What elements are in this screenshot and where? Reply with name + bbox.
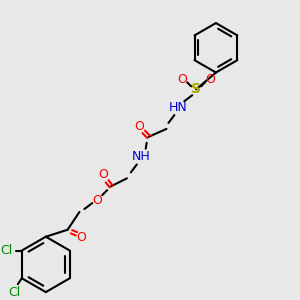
Text: S: S [191,82,201,96]
Text: O: O [76,231,86,244]
Text: Cl: Cl [8,286,20,298]
Text: O: O [134,120,144,134]
Text: NH: NH [131,150,150,163]
Text: HN: HN [169,100,188,114]
Text: Cl: Cl [0,244,12,257]
Text: O: O [177,73,187,86]
Text: O: O [92,194,102,207]
Text: O: O [205,73,215,86]
Text: O: O [98,168,108,181]
